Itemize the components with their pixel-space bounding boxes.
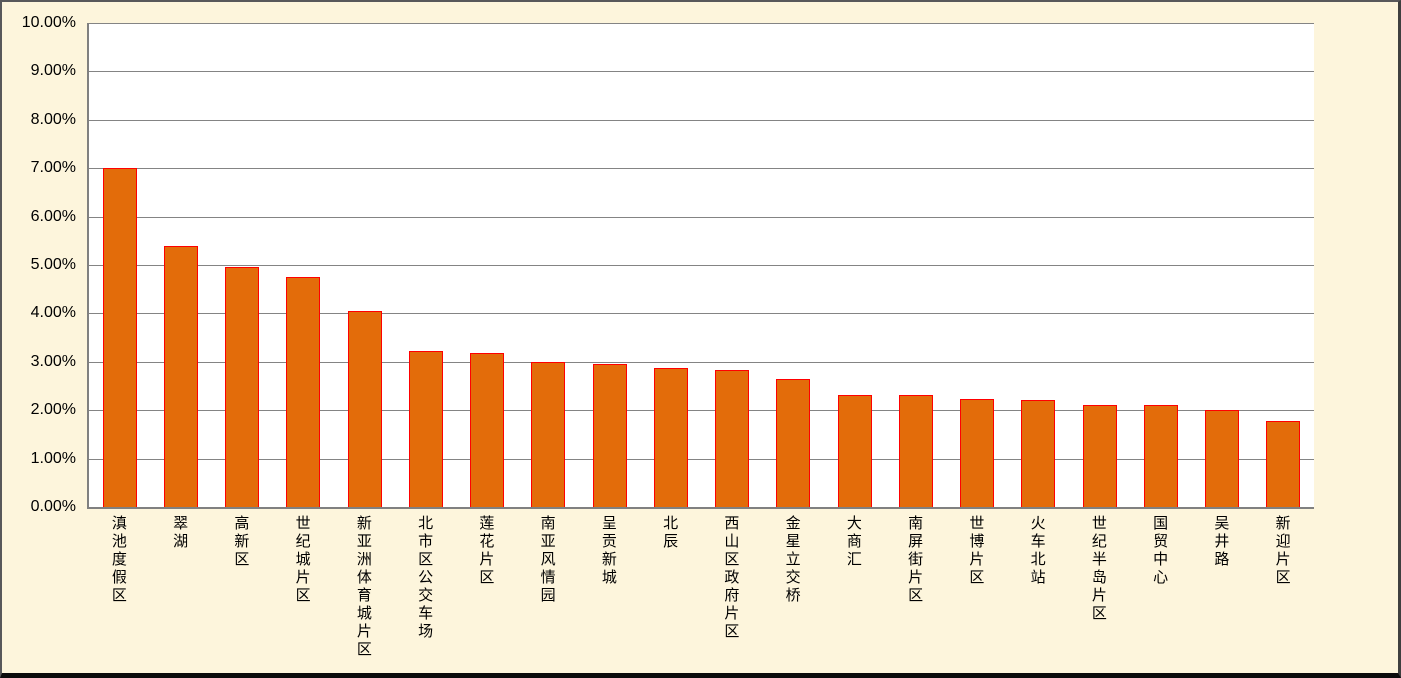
x-category-label: 世纪城片区 [293, 515, 311, 605]
gridline [89, 71, 1314, 73]
bar [470, 352, 505, 507]
bar [1266, 420, 1301, 507]
bar [1021, 400, 1056, 507]
gridline [89, 119, 1314, 121]
y-tick-label: 4.00% [30, 304, 76, 322]
bar [1143, 404, 1178, 507]
x-category-label: 南亚风情园 [538, 515, 556, 605]
bar [1082, 404, 1117, 507]
x-category-label: 国贸中心 [1151, 515, 1169, 587]
x-category-label: 高新区 [232, 515, 250, 569]
bar [960, 399, 995, 507]
x-category-label: 呈贡新城 [599, 515, 617, 587]
bar [408, 351, 443, 507]
bar [653, 367, 688, 507]
x-category-label: 北辰 [661, 515, 679, 551]
y-tick-label: 7.00% [30, 159, 76, 177]
x-category-label: 莲花片区 [477, 515, 495, 587]
x-category-label: 南屏街片区 [906, 515, 924, 605]
bar [715, 369, 750, 507]
x-category-label: 吴井路 [1212, 515, 1230, 569]
gridline [89, 216, 1314, 218]
bar [898, 394, 933, 507]
x-category-label: 火车北站 [1028, 515, 1046, 587]
bar [347, 310, 382, 507]
y-tick-label: 8.00% [30, 110, 76, 128]
x-category-label: 大商汇 [844, 515, 862, 569]
gridline [89, 410, 1314, 412]
bar [1205, 410, 1240, 507]
bar [225, 267, 260, 507]
x-category-label: 新亚洲体育城片区 [354, 515, 372, 659]
y-tick-label: 0.00% [30, 498, 76, 515]
x-category-label: 滇池度假区 [109, 515, 127, 605]
bar [286, 276, 321, 507]
y-tick-label: 1.00% [30, 449, 76, 467]
x-category-label: 北市区公交车场 [416, 515, 434, 641]
x-category-label: 新迎片区 [1273, 515, 1291, 587]
bar [531, 362, 566, 507]
bar [592, 364, 627, 507]
x-category-label: 西山区政府片区 [722, 515, 740, 641]
x-category-label: 世纪半岛片区 [1089, 515, 1107, 623]
y-tick-label: 10.00% [21, 14, 76, 31]
y-tick-label: 3.00% [30, 352, 76, 370]
y-tick-label: 5.00% [30, 256, 76, 273]
bar [776, 379, 811, 507]
bar [102, 168, 137, 507]
bar [163, 245, 198, 507]
x-category-label: 金星立交桥 [783, 515, 801, 605]
gridline [89, 458, 1314, 460]
gridline [89, 168, 1314, 170]
gridline [89, 361, 1314, 363]
plot-area [87, 23, 1314, 509]
x-category-label: 翠湖 [171, 515, 189, 551]
gridline [89, 313, 1314, 315]
gridline [89, 265, 1314, 266]
bar [837, 394, 872, 507]
x-category-label: 世博片区 [967, 515, 985, 587]
y-tick-label: 2.00% [30, 401, 76, 419]
y-tick-label: 9.00% [30, 62, 76, 80]
y-tick-label: 6.00% [30, 207, 76, 225]
gridline [89, 23, 1314, 24]
